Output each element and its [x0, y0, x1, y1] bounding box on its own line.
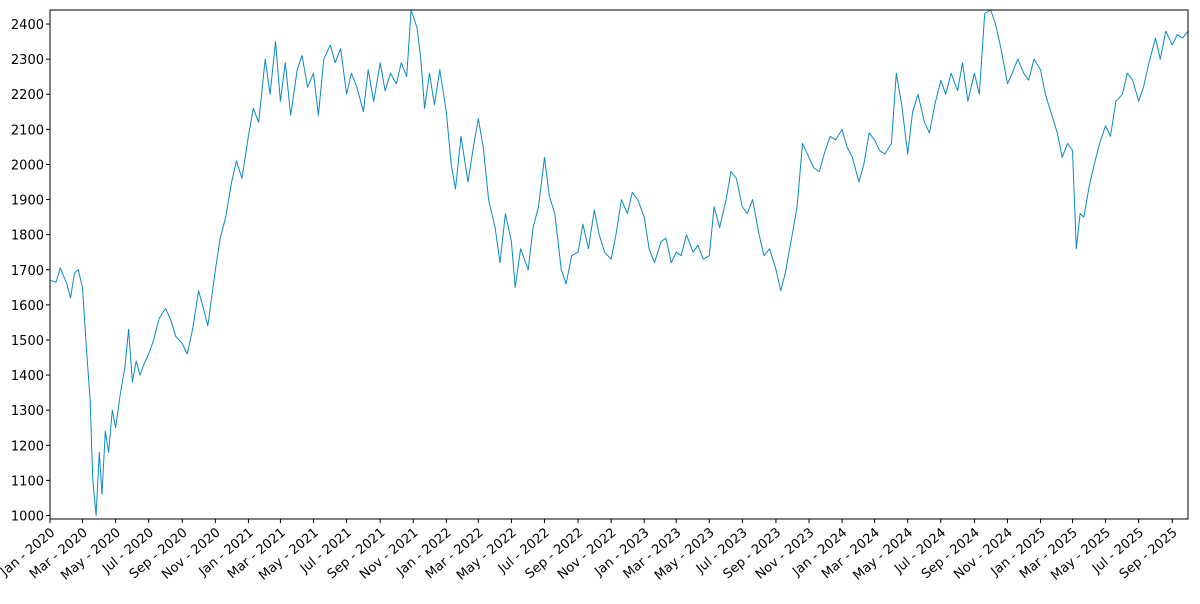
y-tick-label: 1700 [11, 264, 44, 279]
y-tick-label: 1300 [11, 404, 44, 419]
y-tick-label: 1500 [11, 334, 44, 349]
y-tick-label: 2200 [11, 88, 44, 103]
y-tick-label: 1900 [11, 194, 44, 209]
y-tick-label: 1000 [11, 509, 44, 524]
y-tick-label: 2300 [11, 53, 44, 68]
y-tick-label: 2400 [11, 18, 44, 33]
plot-frame [49, 9, 1189, 520]
y-tick-label: 2100 [11, 123, 44, 138]
y-tick-label: 1100 [11, 474, 44, 489]
y-tick-label: 1800 [11, 229, 44, 244]
y-tick-label: 1400 [11, 369, 44, 384]
series-layer [49, 9, 1189, 516]
series-line-0 [49, 9, 1189, 516]
y-tick-label: 1600 [11, 299, 44, 314]
y-tick-label: 1200 [11, 439, 44, 454]
y-axis: 1000 1100 1200 1300 1400 1500 1600 1700 1800 1900… [11, 18, 50, 524]
y-tick-label: 2000 [11, 158, 44, 173]
